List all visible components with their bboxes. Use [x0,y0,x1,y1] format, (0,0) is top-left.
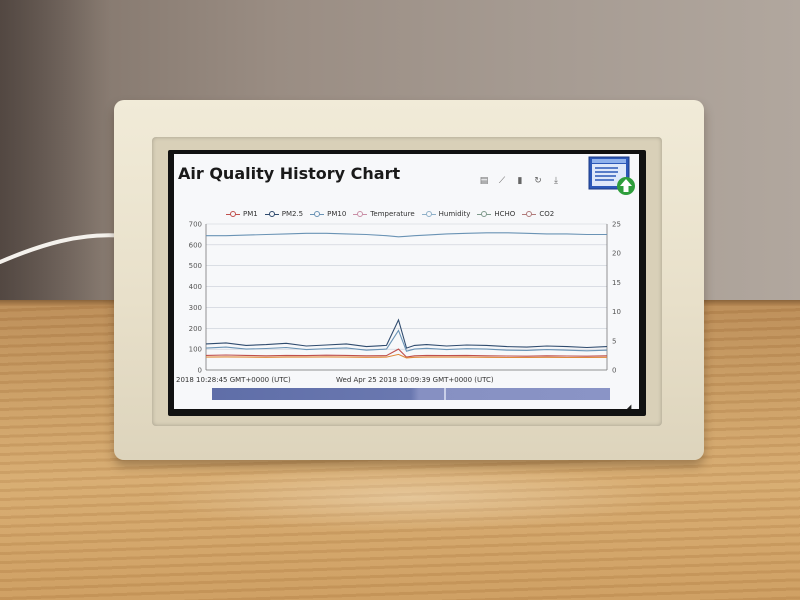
series-line [205,353,608,359]
legend-swatch-icon [477,211,492,217]
chart-legend: PM1 PM2.5 PM10 Temperature Humidity HCHO CO2 [226,208,554,220]
right-axis-tick-label: 15 [612,279,621,287]
left-axis-tick-label: 200 [189,325,202,333]
chart-app: Air Quality History Chart ▤ ⟋ ▮ ↻ ⤓ PM1 P… [174,154,639,409]
right-axis-tick-label: 25 [612,221,621,229]
legend-swatch-icon [226,211,240,217]
export-app-icon[interactable] [588,156,636,196]
time-axis-middle-label: Wed Apr 25 2018 10:09:39 GMT+0000 (UTC) [336,376,494,384]
legend-item[interactable]: Humidity [421,210,471,218]
desk-reflection [150,462,670,532]
series-line [205,348,608,358]
series-line [205,318,608,349]
line-chart-icon[interactable]: ⟋ [498,176,506,186]
legend-label: Temperature [370,210,415,218]
legend-item[interactable]: HCHO [477,210,515,218]
legend-label: Humidity [438,210,471,218]
screen: Air Quality History Chart ▤ ⟋ ▮ ↻ ⤓ PM1 P… [168,150,646,416]
legend-item[interactable]: PM1 [226,210,258,218]
wall-shadow [0,0,110,330]
legend-label: PM1 [243,210,258,218]
series-line [206,232,607,238]
restore-icon[interactable]: ↻ [534,176,542,186]
left-axis-tick-label: 100 [189,346,202,354]
left-axis-tick-label: 400 [189,283,202,291]
legend-item[interactable]: PM2.5 [264,210,304,218]
legend-swatch-icon [353,211,368,217]
legend-swatch-icon [421,211,436,217]
data-view-icon[interactable]: ▤ [479,176,489,186]
left-axis-tick-label: 700 [189,221,202,229]
legend-swatch-icon [522,211,537,217]
legend-swatch-icon [264,211,279,217]
legend-swatch-icon [310,211,325,217]
legend-item[interactable]: PM10 [310,210,346,218]
time-axis-start-label: 2018 10:28:45 GMT+0000 (UTC) [176,376,291,384]
resize-corner-icon: ◢ [626,403,632,410]
right-axis-tick-label: 20 [612,250,621,258]
save-image-icon[interactable]: ⤓ [554,176,558,186]
data-zoom-slider[interactable] [212,388,610,400]
legend-item[interactable]: CO2 [522,210,554,218]
series-line [205,329,608,352]
bar-chart-icon[interactable]: ▮ [517,176,523,186]
legend-label: HCHO [494,210,516,218]
legend-label: PM10 [327,210,347,218]
right-axis-tick-label: 10 [612,308,621,316]
line-chart: 0 100 200 300 400 500 600 700 0 5 10 15 20 25 [189,221,621,375]
legend-label: CO2 [539,210,555,218]
left-axis-tick-label: 0 [198,367,202,375]
left-axis-tick-label: 500 [189,262,202,270]
legend-label: PM2.5 [281,210,304,218]
page-title: Air Quality History Chart [178,164,401,183]
right-axis-tick-label: 0 [612,367,616,375]
legend-item[interactable]: Temperature [353,210,415,218]
chart-toolbox: ▤ ⟋ ▮ ↻ ⤓ [478,174,562,188]
left-axis-tick-label: 300 [189,304,202,312]
right-axis-tick-label: 5 [612,337,616,345]
left-axis-tick-label: 600 [189,241,202,249]
data-zoom-handle[interactable] [444,388,446,400]
